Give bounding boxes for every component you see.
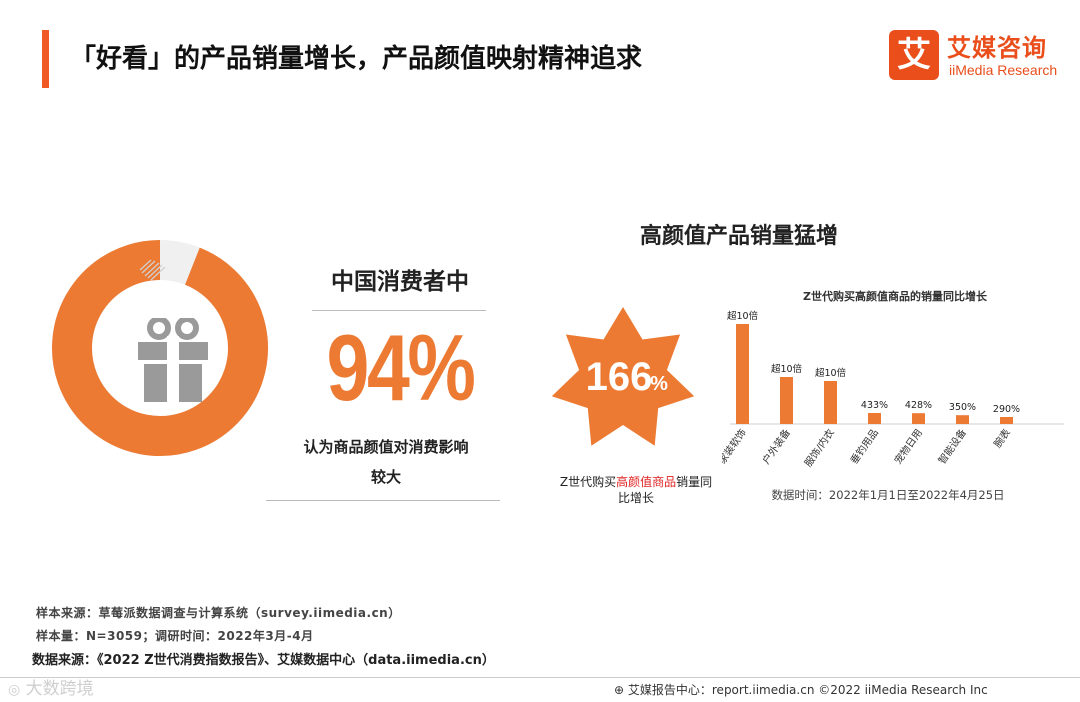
iimedia-logo[interactable]: 艾 艾媒咨询 iiMedia Research bbox=[889, 28, 1064, 84]
star-shape bbox=[551, 307, 695, 446]
data-label: 350% bbox=[949, 402, 976, 413]
stat-bottom-divider bbox=[266, 500, 500, 501]
copyright-text: 艾媒报告中心：report.iimedia.cn ©2022 iiMedia R… bbox=[627, 683, 988, 697]
watermark: ◎ 大数跨境 bbox=[8, 674, 94, 699]
category-label: 垂钓用品 bbox=[847, 426, 881, 466]
gift-icon bbox=[138, 318, 208, 402]
data-label: 428% bbox=[905, 400, 932, 411]
category-label: 服饰/内衣 bbox=[801, 426, 837, 469]
logo-chinese-name: 艾媒咨询 bbox=[947, 34, 1047, 62]
section-title: 高颜值产品销量猛增 bbox=[639, 224, 838, 249]
data-label: 433% bbox=[861, 400, 888, 411]
footer-data-source: 数据来源：《2022 Z世代消费指数报告》、艾媒数据中心（data.iimedi… bbox=[32, 653, 495, 668]
bar bbox=[736, 324, 749, 424]
star-value: 166 bbox=[586, 355, 653, 399]
data-label: 超10倍 bbox=[771, 363, 803, 375]
page-title: 「好看」的产品销量增长，产品颜值映射精神追求 bbox=[70, 44, 643, 74]
bar bbox=[868, 413, 881, 424]
footer-source-sample: 样本来源：草莓派数据调查与计算系统（survey.iimedia.cn） bbox=[36, 606, 401, 620]
star-unit: % bbox=[650, 373, 668, 395]
stat-description: 认为商品颜值对消费影响较大 bbox=[303, 438, 469, 486]
bar bbox=[824, 381, 837, 424]
star-caption: Z世代购买高颜值商品销量同比增长 bbox=[556, 474, 716, 506]
category-label: 腕表 bbox=[991, 426, 1013, 450]
percentage-ring bbox=[52, 240, 268, 456]
category-label: 家装软饰 bbox=[722, 426, 749, 466]
star-caption-pre: Z世代购买 bbox=[559, 475, 617, 489]
category-label: 宠物日用 bbox=[891, 426, 925, 466]
data-label: 超10倍 bbox=[815, 367, 847, 379]
watermark-logo-icon: ◎ bbox=[8, 682, 21, 698]
star-caption-post: 销量同比增长 bbox=[617, 475, 713, 505]
data-label: 超10倍 bbox=[727, 310, 759, 322]
footer-copyright: ⊕ 艾媒报告中心：report.iimedia.cn ©2022 iiMedia… bbox=[614, 681, 988, 698]
logo-badge: 艾 bbox=[889, 30, 939, 80]
globe-icon: ⊕ bbox=[614, 683, 625, 697]
chart-note: 数据时间：2022年1月1日至2022年4月25日 bbox=[771, 488, 1004, 502]
bar bbox=[956, 415, 969, 424]
stat-top-divider bbox=[312, 310, 486, 311]
stat-heading: 中国消费者中 bbox=[331, 269, 469, 295]
footer-divider bbox=[0, 677, 1080, 678]
footer-sample-size: 样本量：N=3059；调研时间：2022年3月-4月 bbox=[36, 629, 314, 643]
logo-english-name: iiMedia Research bbox=[949, 62, 1058, 78]
chart-title: Z世代购买高颜值商品的销量同比增长 bbox=[803, 289, 988, 303]
title-accent-bar bbox=[42, 30, 49, 88]
ring-gap-hatch bbox=[139, 259, 166, 281]
bar bbox=[912, 413, 925, 424]
category-label: 智能设备 bbox=[935, 426, 969, 466]
ring-arc bbox=[52, 240, 268, 456]
category-label: 户外装备 bbox=[759, 426, 793, 466]
bar bbox=[1000, 417, 1013, 424]
watermark-text: 大数跨境 bbox=[25, 679, 94, 699]
data-label: 290% bbox=[993, 404, 1020, 415]
star-caption-highlight: 高颜值商品 bbox=[616, 475, 677, 489]
stat-percentage: 94% bbox=[326, 315, 476, 420]
star-badge: 166 % bbox=[551, 307, 695, 446]
bar bbox=[780, 377, 793, 424]
